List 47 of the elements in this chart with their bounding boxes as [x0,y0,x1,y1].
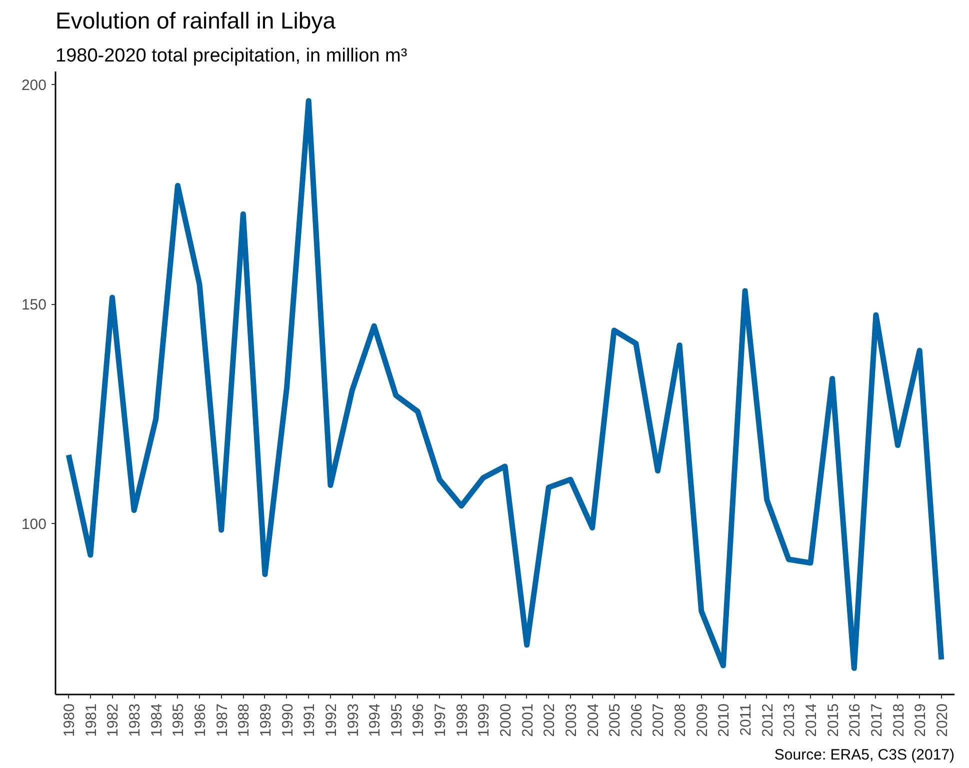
x-tick-label: 2013 [781,703,798,737]
x-tick-label: 1983 [126,703,144,737]
x-tick-label: 1988 [236,703,253,737]
x-tick-label: 1985 [170,703,188,737]
x-tick-label: 2007 [650,703,668,737]
x-tick-label: 2019 [912,703,930,737]
source-note: Source: ERA5, C3S (2017) [774,746,955,764]
x-tick-label: 1982 [104,703,122,737]
x-tick-label: 1997 [432,703,450,737]
x-tick-label: 1986 [192,703,210,737]
chart-subtitle: 1980-2020 total precipitation, in million m³ [56,46,408,66]
x-tick-label: 2014 [802,703,820,737]
x-tick-label: 2004 [584,703,602,737]
chart-title: Evolution of rainfall in Libya [56,8,336,34]
x-tick-label: 1998 [454,703,471,737]
x-tick-label: 1999 [476,703,493,737]
x-tick-label: 1991 [301,703,318,737]
x-tick-label: 1995 [388,703,406,737]
x-tick-label: 2001 [519,703,536,737]
x-tick-label: 1990 [279,703,296,737]
x-tick-label: 2012 [759,703,776,737]
x-tick-label: 1992 [322,703,340,737]
x-tick-label: 2010 [716,703,733,737]
x-tick-label: 2016 [846,703,864,737]
y-tick-label: 100 [21,516,47,533]
x-tick-label: 2008 [672,703,690,737]
x-tick-label: 1981 [82,703,100,737]
x-tick-label: 1996 [410,703,428,737]
x-tick-label: 1987 [214,703,231,737]
x-tick-label: 2006 [628,703,646,737]
x-tick-label: 2005 [606,703,624,737]
x-tick-label: 1994 [366,703,384,737]
y-tick-label: 150 [21,296,47,314]
x-tick-label: 2015 [824,703,842,737]
x-tick-label: 1993 [344,703,362,737]
x-tick-label: 2003 [562,703,580,737]
x-tick-label: 2011 [738,703,755,736]
x-tick-label: 2009 [694,703,711,737]
x-tick-label: 1984 [148,703,166,737]
x-tick-label: 1989 [257,703,274,737]
x-tick-label: 2018 [890,703,908,737]
x-tick-label: 2020 [934,703,951,737]
x-tick-label: 2002 [541,703,558,737]
x-tick-label: 2017 [868,703,886,737]
y-tick-label: 200 [21,77,47,94]
x-tick-label: 2000 [498,703,514,737]
x-tick-label: 1980 [61,703,78,737]
